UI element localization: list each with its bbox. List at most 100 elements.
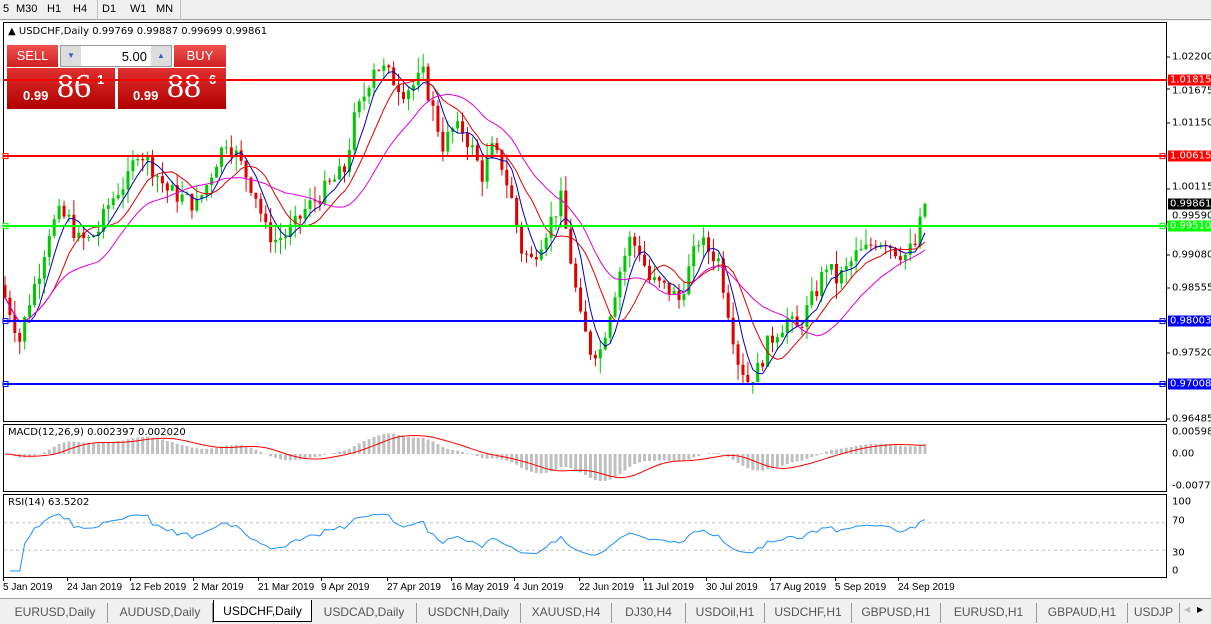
date-axis-label: 2 Mar 2019	[193, 582, 244, 593]
candle-body	[721, 258, 725, 293]
candle-body	[362, 96, 366, 102]
candle-body	[215, 166, 219, 178]
chart-tab[interactable]: XAUUSD,H4	[521, 603, 612, 623]
sell-price-box[interactable]: 0.99 86 1	[7, 68, 115, 109]
candle-body	[441, 131, 445, 152]
candle-body	[820, 271, 824, 297]
candle-body	[392, 67, 396, 86]
price-axis-label: 0.97520	[1172, 347, 1211, 359]
macd-axis-label: 0.00	[1172, 448, 1195, 460]
buy-price-box[interactable]: 0.99 88 6	[118, 68, 226, 109]
candle-body	[264, 213, 268, 223]
horizontal-level-line[interactable]	[3, 382, 1167, 385]
candle-body	[490, 143, 494, 158]
chart-tab[interactable]: EURUSD,Daily	[3, 603, 108, 623]
candle-body	[87, 237, 91, 239]
tf-m5[interactable]: 5	[3, 3, 10, 15]
date-axis-label: 17 Aug 2019	[770, 582, 827, 593]
candle-body	[146, 155, 150, 161]
candle-body	[628, 236, 632, 256]
chart-tab[interactable]: USDCHF,Daily	[213, 600, 312, 622]
candle-body	[195, 198, 199, 211]
candle-body	[839, 270, 843, 284]
candle-body	[834, 263, 838, 284]
candle-body	[711, 251, 715, 262]
candle-body	[638, 245, 642, 255]
candle-body	[716, 258, 720, 262]
chart-tab[interactable]: USDCAD,Daily	[312, 603, 417, 623]
sell-button[interactable]: SELL	[7, 45, 58, 67]
candle-body	[554, 216, 558, 218]
chart-header: ▲ USDCHF,Daily 0.99769 0.99887 0.99699 0…	[8, 26, 267, 37]
chart-tab[interactable]: USDCHF,H1	[765, 603, 852, 623]
candle-body	[23, 317, 27, 342]
buy-button[interactable]: BUY	[174, 45, 226, 67]
candle-body	[160, 176, 164, 184]
date-axis-tick	[514, 577, 515, 581]
tf-m30[interactable]: M30	[16, 3, 38, 15]
chart-tab[interactable]: AUDUSD,Daily	[108, 603, 213, 623]
tf-d1[interactable]: D1	[102, 3, 117, 15]
chart-tab[interactable]: EURUSD,H1	[941, 603, 1037, 623]
candle-body	[101, 208, 105, 232]
date-axis-tick	[451, 577, 452, 581]
date-axis-tick	[130, 577, 131, 581]
date-axis-tick	[3, 577, 4, 581]
candle-body	[603, 337, 607, 350]
scroll-right-icon[interactable]: ▶	[1197, 605, 1204, 614]
candle-body	[141, 159, 145, 161]
candle-body	[485, 157, 489, 182]
horizontal-level-line[interactable]	[3, 320, 1167, 323]
decrease-lot-icon[interactable]: ▼	[61, 46, 81, 66]
candle-body	[889, 246, 893, 249]
candle-body	[200, 195, 204, 199]
chart-tab[interactable]: DJ30,H4	[612, 603, 686, 623]
tf-h4[interactable]: H4	[73, 3, 88, 15]
candle-body	[308, 200, 312, 209]
date-axis-label: 9 Apr 2019	[321, 582, 370, 593]
horizontal-level-line[interactable]	[3, 155, 1167, 158]
candle-body	[456, 121, 460, 129]
level-price-tag: 0.98003	[1168, 315, 1211, 327]
candle-body	[682, 294, 686, 301]
candle-body	[726, 292, 730, 318]
lot-input[interactable]: 5.00	[121, 49, 147, 64]
candle-body	[785, 318, 789, 333]
chart-tab[interactable]: USDCNH,Daily	[417, 603, 521, 623]
candle-body	[411, 85, 415, 91]
date-axis-tick	[321, 577, 322, 581]
horizontal-level-line[interactable]	[3, 79, 1167, 82]
candle-body	[96, 231, 100, 236]
date-axis-tick	[193, 577, 194, 581]
tf-w1[interactable]: W1	[130, 3, 147, 15]
scroll-left-icon[interactable]: ◀	[1184, 605, 1191, 614]
candle-body	[913, 243, 917, 245]
candle-body	[165, 183, 169, 191]
candle-body	[805, 305, 809, 328]
buy-price-pips: 88	[167, 68, 201, 105]
candle-body	[559, 190, 563, 217]
chart-tab[interactable]: GBPAUD,H1	[1037, 603, 1128, 623]
chart-tab[interactable]: USDJP	[1128, 603, 1180, 623]
lot-spinner: ▼ 5.00 ▲	[60, 45, 172, 67]
buy-price-prefix: 0.99	[133, 88, 159, 103]
candle-body	[869, 244, 873, 246]
candle-body	[229, 147, 233, 157]
date-axis-tick	[579, 577, 580, 581]
candle-body	[707, 237, 711, 252]
horizontal-level-line[interactable]	[3, 224, 1167, 227]
rsi-axis-label: 0	[1172, 565, 1179, 577]
rsi-pane[interactable]	[3, 494, 1167, 578]
candle-body	[387, 65, 391, 68]
chart-tab[interactable]: USDOil,H1	[686, 603, 765, 623]
chart-tab[interactable]: GBPUSD,H1	[852, 603, 941, 623]
candle-body	[357, 101, 361, 113]
candle-body	[736, 344, 740, 365]
collapse-triangle-icon[interactable]: ▲	[8, 26, 16, 37]
candle-body	[918, 216, 922, 245]
date-axis-label: 12 Feb 2019	[130, 582, 187, 593]
tf-mn[interactable]: MN	[156, 3, 174, 15]
tf-h1[interactable]: H1	[47, 3, 62, 15]
candle-body	[800, 326, 804, 328]
increase-lot-icon[interactable]: ▲	[151, 46, 171, 66]
